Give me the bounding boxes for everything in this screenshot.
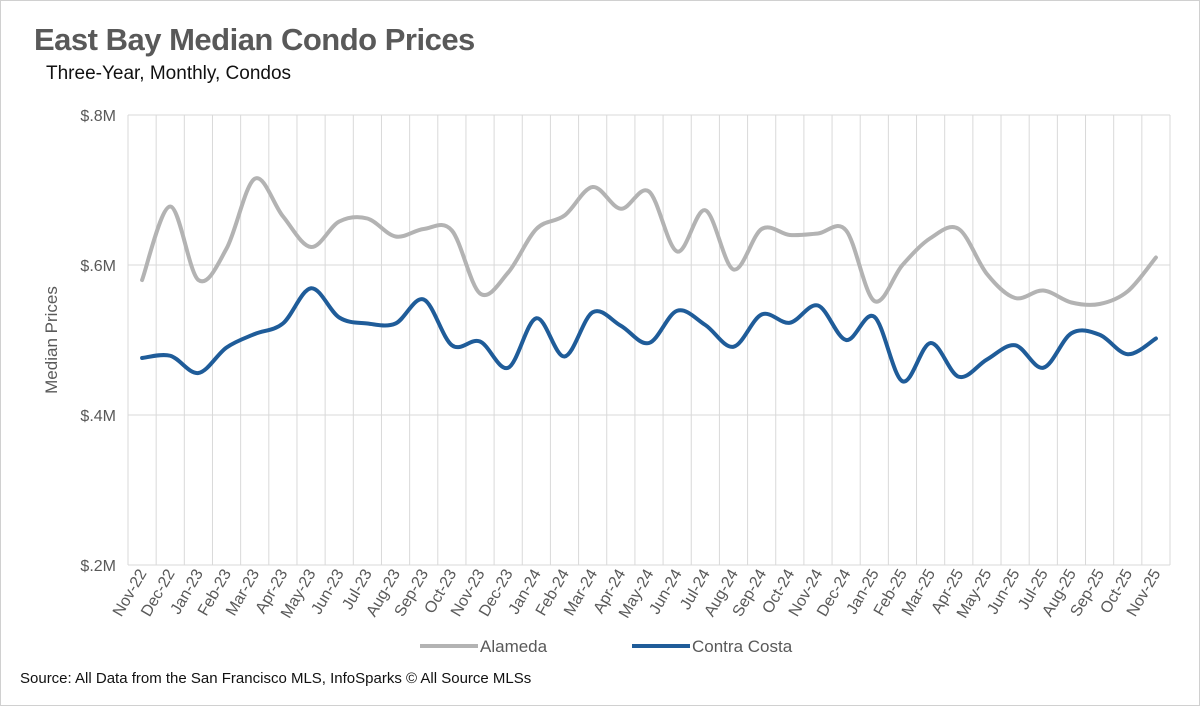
data-point-contra-costa — [253, 332, 257, 336]
data-point-contra-costa — [394, 322, 398, 326]
chart-title: East Bay Median Condo Prices — [34, 22, 475, 57]
y-tick-label: $.4M — [80, 408, 116, 425]
data-point-contra-costa — [929, 341, 933, 345]
data-point-alameda — [731, 268, 735, 272]
data-point-alameda — [985, 272, 989, 276]
data-point-alameda — [309, 245, 313, 249]
data-point-contra-costa — [450, 343, 454, 347]
data-point-alameda — [957, 227, 961, 231]
data-point-contra-costa — [1069, 331, 1073, 335]
data-point-alameda — [647, 190, 651, 194]
data-point-alameda — [844, 229, 848, 233]
series-line-contra-costa — [140, 286, 1158, 384]
data-point-alameda — [196, 278, 200, 282]
data-point-alameda — [450, 229, 454, 233]
data-point-alameda — [1041, 289, 1045, 293]
data-point-contra-costa — [1154, 337, 1158, 341]
data-point-alameda — [591, 185, 595, 189]
y-axis-ticks: $.2M $.4M $.6M $.8M — [80, 108, 116, 575]
data-point-alameda — [1126, 289, 1130, 293]
data-point-alameda — [816, 232, 820, 236]
data-point-alameda — [253, 177, 257, 181]
data-point-contra-costa — [168, 354, 172, 358]
data-point-alameda — [506, 271, 510, 275]
data-point-alameda — [675, 250, 679, 254]
data-point-alameda — [1069, 301, 1073, 305]
data-point-alameda — [929, 236, 933, 240]
data-point-contra-costa — [563, 355, 567, 359]
data-point-alameda — [619, 207, 623, 211]
data-point-contra-costa — [196, 371, 200, 375]
data-point-contra-costa — [506, 366, 510, 370]
data-point-alameda — [760, 227, 764, 231]
y-tick-label: $.6M — [80, 258, 116, 275]
data-point-alameda — [900, 263, 904, 267]
data-point-contra-costa — [1041, 366, 1045, 370]
data-point-contra-costa — [900, 379, 904, 383]
data-point-contra-costa — [591, 310, 595, 314]
data-point-contra-costa — [957, 375, 961, 379]
data-point-contra-costa — [140, 356, 144, 360]
data-point-alameda — [1013, 296, 1017, 300]
chart-subtitle: Three-Year, Monthly, Condos — [46, 63, 292, 84]
data-point-contra-costa — [1013, 343, 1017, 347]
source-note: Source: All Data from the San Francisco … — [20, 670, 532, 687]
data-point-alameda — [337, 220, 341, 224]
data-point-alameda — [281, 214, 285, 218]
data-point-alameda — [478, 292, 482, 296]
data-point-contra-costa — [985, 358, 989, 362]
y-axis-label: Median Prices — [42, 286, 61, 394]
data-point-alameda — [703, 208, 707, 212]
y-tick-label: $.2M — [80, 558, 116, 575]
data-point-contra-costa — [619, 324, 623, 328]
legend-label-contra-costa: Contra Costa — [692, 637, 793, 656]
data-point-alameda — [1098, 302, 1102, 306]
data-point-alameda — [168, 205, 172, 209]
data-point-contra-costa — [1126, 352, 1130, 356]
data-point-contra-costa — [647, 341, 651, 345]
data-point-contra-costa — [816, 304, 820, 308]
data-point-contra-costa — [534, 316, 538, 320]
data-point-alameda — [394, 235, 398, 239]
data-point-contra-costa — [760, 313, 764, 317]
data-point-alameda — [422, 227, 426, 231]
series-lines — [140, 176, 1158, 384]
data-point-alameda — [140, 278, 144, 282]
series-line-alameda — [140, 176, 1158, 307]
data-point-contra-costa — [225, 346, 229, 350]
data-point-alameda — [872, 299, 876, 303]
data-point-contra-costa — [478, 340, 482, 344]
x-axis-ticks: Nov-22Dec-22Jan-23Feb-23Mar-23Apr-23May-… — [110, 566, 1164, 621]
data-point-contra-costa — [281, 322, 285, 326]
data-point-contra-costa — [337, 316, 341, 320]
data-point-contra-costa — [309, 286, 313, 290]
y-tick-label: $.8M — [80, 108, 116, 125]
data-point-alameda — [788, 233, 792, 237]
data-point-alameda — [1154, 256, 1158, 260]
data-point-contra-costa — [365, 322, 369, 326]
data-point-contra-costa — [788, 321, 792, 325]
legend-label-alameda: Alameda — [480, 637, 548, 656]
data-point-alameda — [534, 227, 538, 231]
data-point-alameda — [365, 217, 369, 221]
data-point-contra-costa — [1098, 333, 1102, 337]
data-point-contra-costa — [675, 309, 679, 313]
gridlines — [127, 114, 1171, 566]
data-point-contra-costa — [872, 315, 876, 319]
data-point-contra-costa — [844, 338, 848, 342]
data-point-contra-costa — [731, 345, 735, 349]
data-point-alameda — [225, 247, 229, 251]
data-point-contra-costa — [703, 323, 707, 327]
legend: Alameda Contra Costa — [420, 637, 793, 656]
data-point-contra-costa — [422, 298, 426, 302]
data-point-alameda — [563, 214, 567, 218]
